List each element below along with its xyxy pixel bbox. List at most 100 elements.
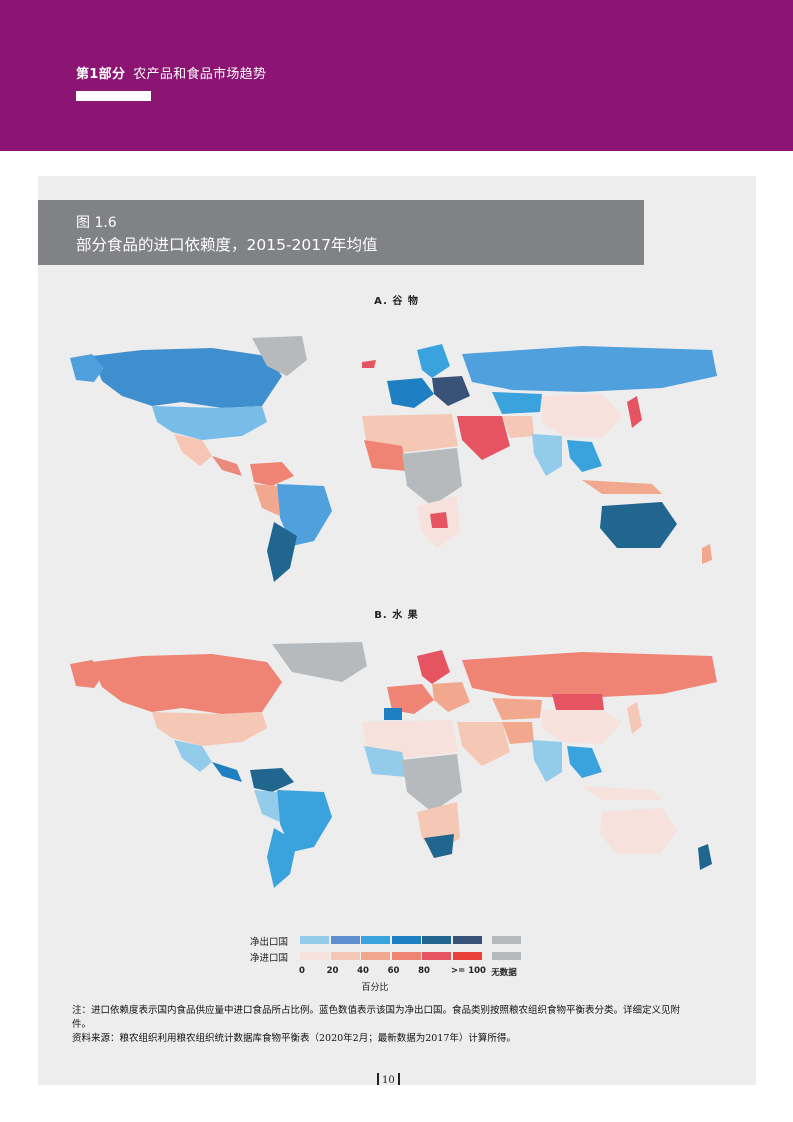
map-b-canada (92, 654, 282, 714)
map-b-south-africa (424, 834, 454, 858)
map-b-brazil (277, 790, 332, 852)
map-b-western-europe (387, 684, 434, 714)
map-b-greenland (272, 642, 367, 682)
map-b-west-africa (364, 746, 407, 777)
map-a-iran (502, 416, 534, 438)
legend-tick: 0 (299, 966, 305, 976)
legend-export-swatch-1 (300, 936, 329, 944)
legend-nodata-swatch-1 (492, 936, 521, 944)
map-b-central-africa (402, 754, 462, 812)
figure-header (38, 200, 644, 265)
map-a-greenland (252, 336, 307, 376)
map-b-middle-east (457, 722, 510, 766)
section-underline (76, 91, 151, 101)
legend-import-swatch-2 (330, 952, 360, 960)
map-a-central-america (212, 456, 242, 476)
map-b-kazakhstan (492, 698, 542, 720)
page-number-text: 10 (382, 1075, 395, 1086)
map-a-venezuela-colombia (250, 462, 294, 486)
legend-tick: 40 (357, 966, 369, 976)
map-b-southeast-asia (567, 746, 602, 778)
legend-nodata-swatch-2 (492, 952, 521, 960)
map-a-western-europe (387, 378, 434, 408)
legend-import-swatch-6 (452, 952, 482, 960)
map-a-indonesia (582, 480, 662, 494)
map-b-russia (462, 652, 717, 698)
map-b-spain (384, 708, 402, 720)
map-a-australia (600, 502, 677, 548)
legend-export-swatch-2 (330, 936, 360, 944)
header-band (0, 0, 793, 151)
map-b-australia (600, 808, 677, 854)
legend-export-swatch-6 (452, 936, 482, 944)
map-b-mongolia (552, 694, 604, 710)
legend-import-swatch-5 (422, 952, 451, 960)
map-b-mexico (174, 740, 212, 772)
note-text: 注：进口依赖度表示国内食品供应量中进口食品所占比例。蓝色数值表示该国为净出口国。… (72, 1005, 681, 1030)
map-legend: 净出口国 净进口国 0 20 40 60 80 >= 100 无数据 百分比 (250, 932, 550, 993)
map-a-peru (254, 484, 280, 516)
map-a-zambia (430, 512, 448, 528)
legend-tick: 80 (418, 966, 430, 976)
map-a-cereals (70, 336, 717, 582)
map-b-colombia (250, 768, 294, 792)
map-b-new-zealand (698, 844, 712, 870)
map-b-title: B. 水 果 (374, 610, 419, 621)
map-b-india (532, 740, 562, 782)
legend-tick: 20 (326, 966, 339, 976)
map-a-kazakhstan (492, 392, 542, 414)
map-b-china (542, 710, 622, 744)
part-label: 第1部分 (76, 67, 126, 82)
map-a-usa (152, 406, 267, 440)
map-a-central-africa (402, 448, 462, 506)
map-a-new-zealand (702, 544, 712, 564)
legend-axis-label: 百分比 (361, 983, 389, 993)
map-a-brazil (277, 484, 332, 546)
map-b-peru (254, 790, 280, 822)
map-a-canada (92, 348, 282, 408)
figure-panel (38, 176, 756, 1085)
map-b-argentina (267, 828, 297, 888)
map-b-fruits (70, 642, 717, 888)
figure-title: 部分食品的进口依赖度，2015-2017年均值 (76, 236, 378, 254)
map-b-scandinavia (417, 650, 450, 684)
map-a-japan (627, 396, 642, 428)
figure-number: 图 1.6 (76, 215, 117, 231)
legend-tick: 60 (387, 966, 400, 976)
map-a-southeast-asia (567, 440, 602, 472)
part-title: 农产品和食品市场趋势 (133, 67, 267, 82)
map-a-alaska (70, 354, 104, 382)
legend-import-swatch-3 (361, 952, 390, 960)
map-b-alaska (70, 660, 104, 688)
map-a-china (542, 394, 622, 438)
map-b-central-america (212, 762, 242, 782)
map-a-title: A. 谷 物 (374, 296, 419, 307)
legend-export-swatch-4 (391, 936, 421, 944)
map-b-indonesia (582, 786, 662, 800)
source-text: 资料来源：粮农组织利用粮农组织统计数据库食物平衡表（2020年2月；最新数据为2… (72, 1033, 516, 1044)
map-a-middle-east (457, 416, 510, 460)
legend-import-label: 净进口国 (250, 953, 289, 964)
map-a-scandinavia (417, 344, 450, 378)
map-a-eastern-europe (432, 376, 470, 406)
legend-nodata-label: 无数据 (491, 968, 517, 978)
legend-tick: >= 100 (451, 966, 486, 976)
page-number: 10 (374, 1073, 403, 1086)
legend-export-label: 净出口国 (250, 937, 289, 948)
map-a-mexico (174, 434, 212, 466)
map-a-russia (462, 346, 717, 392)
map-a-india (532, 434, 562, 476)
figure-notes: 注：进口依赖度表示国内食品供应量中进口食品所占比例。蓝色数值表示该国为净出口国。… (72, 1004, 692, 1046)
map-b-eastern-europe (432, 682, 470, 712)
map-a-west-africa (364, 440, 407, 471)
legend-export-swatch-5 (422, 936, 451, 944)
map-a-iceland (362, 360, 376, 368)
map-a-argentina (267, 522, 297, 582)
legend-import-swatch-1 (300, 952, 329, 960)
legend-import-swatch-4 (391, 952, 421, 960)
legend-export-swatch-3 (361, 936, 390, 944)
map-b-usa (152, 712, 267, 746)
map-b-iran (502, 722, 534, 744)
section-label: 第1部分 农产品和食品市场趋势 (76, 63, 266, 82)
map-b-japan (627, 702, 642, 734)
